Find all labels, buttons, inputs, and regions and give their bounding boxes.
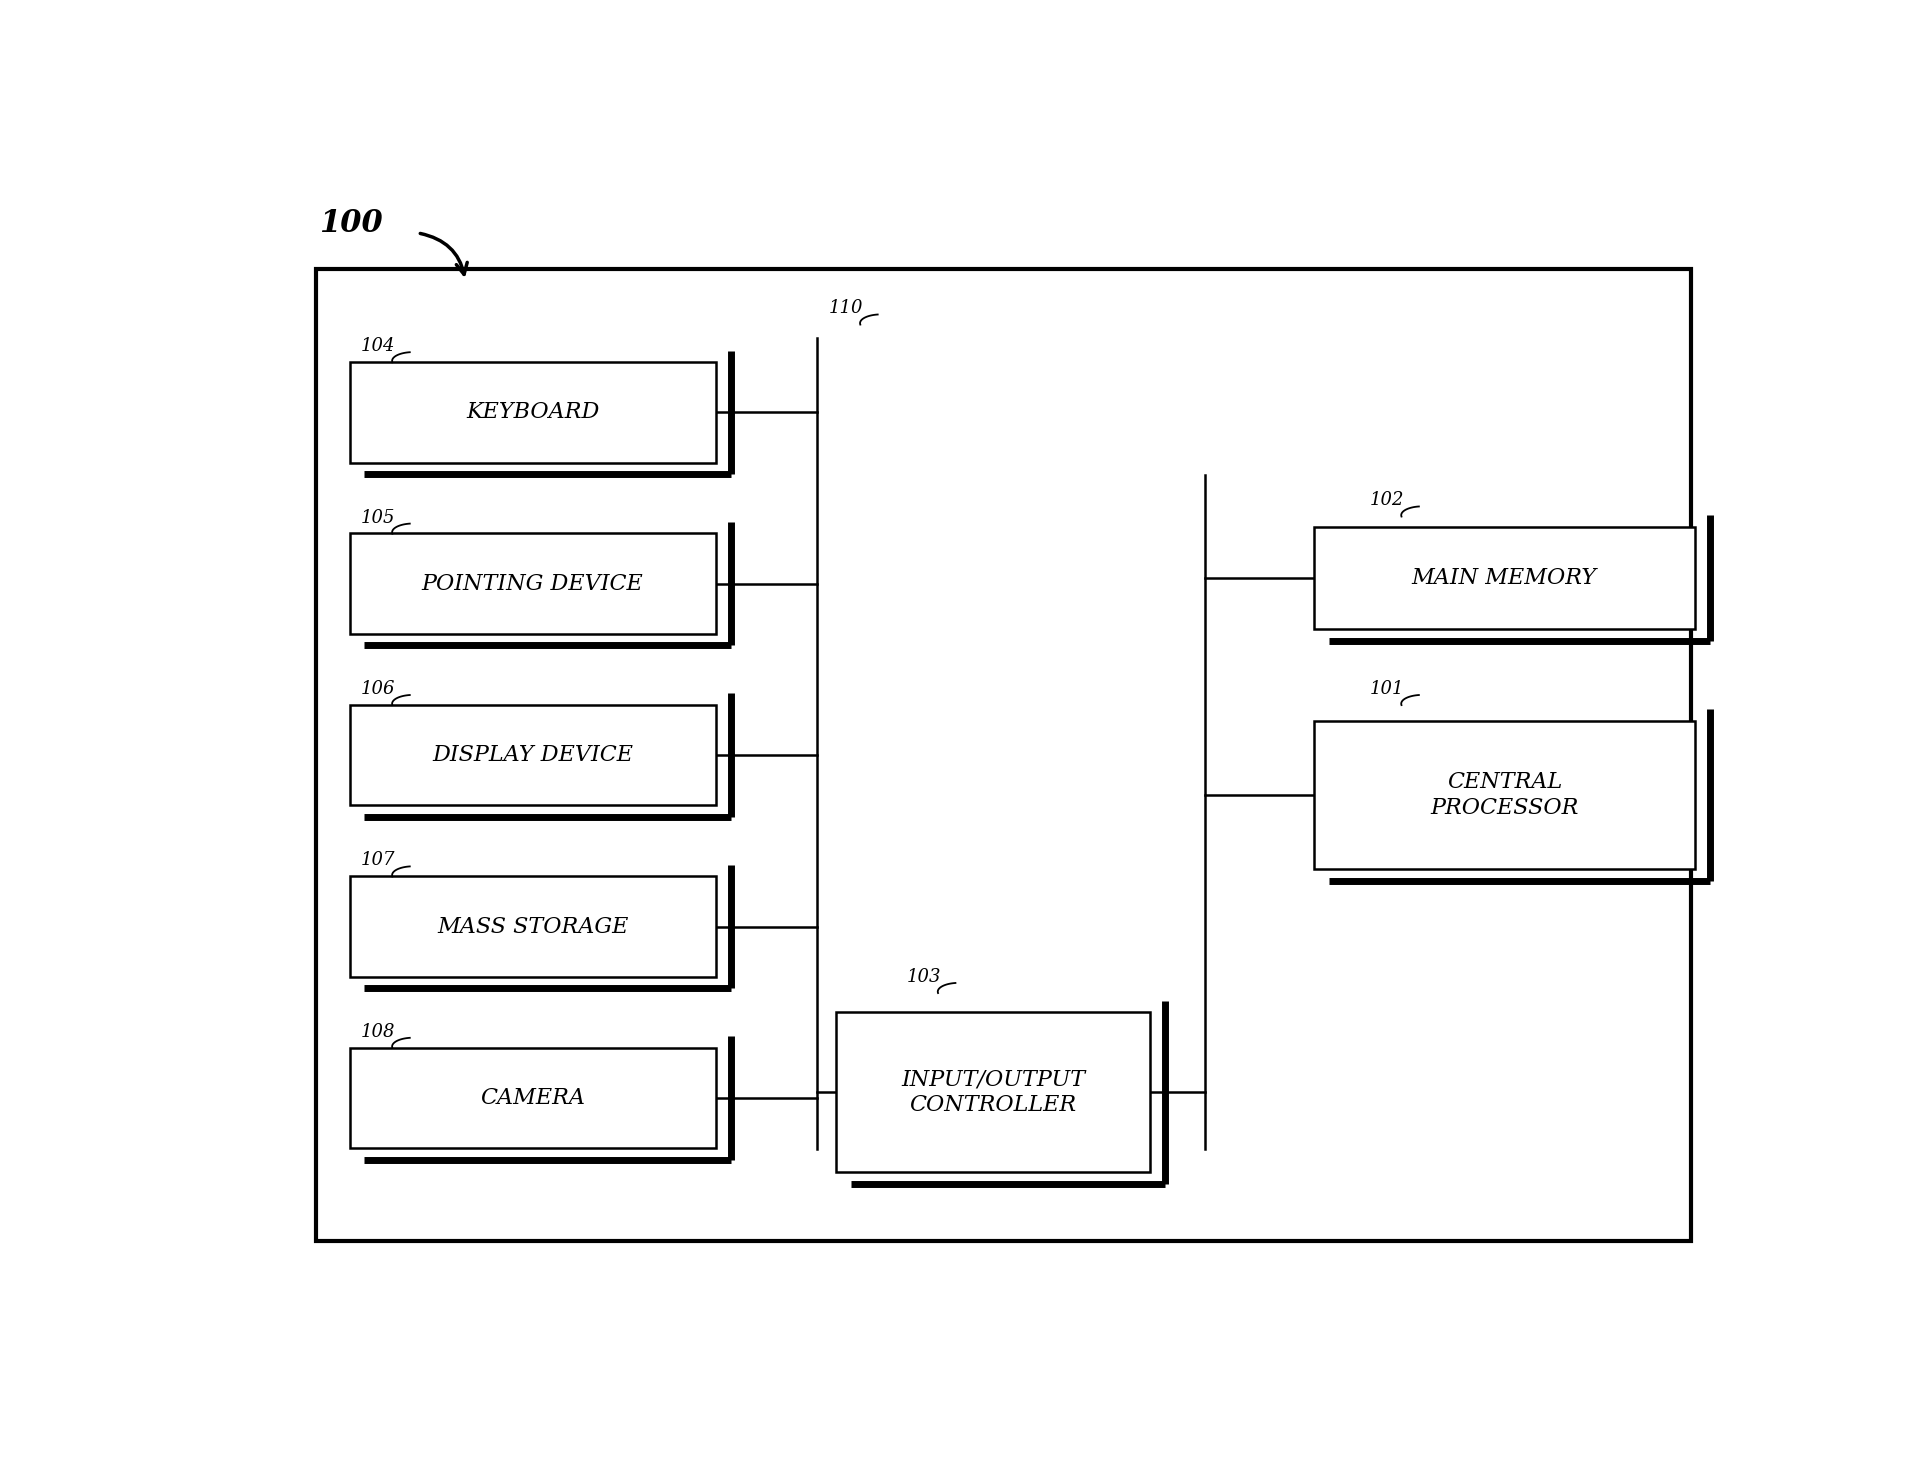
Text: MASS STORAGE: MASS STORAGE [438,916,629,938]
Text: 106: 106 [361,680,395,697]
Text: 101: 101 [1370,680,1404,697]
Text: 108: 108 [361,1022,395,1040]
Bar [349,876,716,976]
Bar [349,705,716,806]
Text: 105: 105 [361,509,395,527]
Text: 100: 100 [318,208,382,239]
Bar [316,270,1692,1241]
Text: INPUT/OUTPUT
CONTROLLER: INPUT/OUTPUT CONTROLLER [901,1068,1086,1116]
Text: 107: 107 [361,852,395,870]
Text: CENTRAL
PROCESSOR: CENTRAL PROCESSOR [1429,772,1578,819]
Text: MAIN MEMORY: MAIN MEMORY [1412,567,1597,589]
Bar [349,533,716,634]
Bar [349,362,716,463]
Text: KEYBOARD: KEYBOARD [467,401,600,423]
Bar [1314,527,1696,629]
FancyArrowPatch shape [421,233,467,275]
Bar [835,1012,1150,1172]
Text: 102: 102 [1370,491,1404,509]
Bar [1314,721,1696,870]
Text: 103: 103 [907,968,941,985]
Text: DISPLAY DEVICE: DISPLAY DEVICE [432,743,633,766]
Text: 104: 104 [361,337,395,355]
Text: 110: 110 [829,300,862,318]
Text: POINTING DEVICE: POINTING DEVICE [422,573,644,595]
Text: CAMERA: CAMERA [480,1086,584,1109]
Bar [349,1048,716,1149]
